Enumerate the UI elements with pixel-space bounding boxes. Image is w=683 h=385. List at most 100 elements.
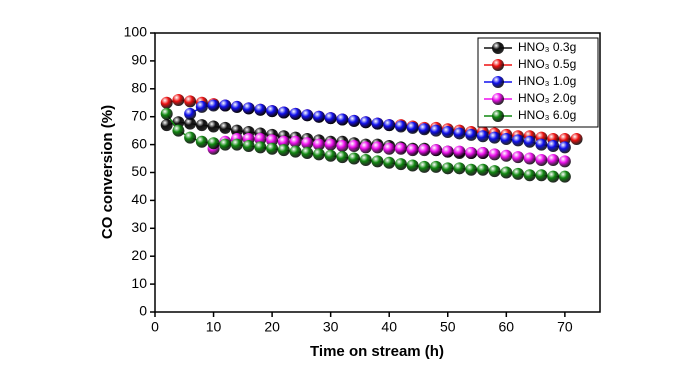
legend-marker bbox=[492, 76, 504, 88]
marker bbox=[488, 131, 501, 144]
marker bbox=[383, 142, 396, 155]
marker bbox=[348, 114, 361, 127]
marker bbox=[324, 112, 337, 125]
marker bbox=[512, 134, 525, 147]
y-tick-label: 0 bbox=[139, 303, 147, 319]
marker bbox=[254, 141, 267, 154]
marker bbox=[523, 152, 536, 165]
marker bbox=[266, 134, 279, 147]
marker bbox=[242, 102, 255, 115]
marker bbox=[430, 144, 443, 157]
marker bbox=[195, 135, 208, 148]
marker bbox=[184, 131, 197, 144]
marker bbox=[535, 169, 548, 182]
marker bbox=[476, 130, 489, 143]
marker bbox=[512, 167, 525, 180]
marker bbox=[430, 160, 443, 173]
marker bbox=[312, 110, 325, 123]
marker bbox=[207, 99, 220, 112]
marker bbox=[558, 133, 571, 146]
x-tick-label: 0 bbox=[151, 319, 159, 335]
legend-label: HNO₃ 2.0g bbox=[518, 91, 576, 105]
marker bbox=[558, 155, 571, 168]
y-tick-label: 70 bbox=[131, 107, 147, 123]
marker bbox=[324, 138, 337, 151]
marker bbox=[371, 155, 384, 168]
y-axis-label: CO conversion (%) bbox=[99, 105, 116, 239]
marker bbox=[289, 107, 302, 120]
marker bbox=[242, 139, 255, 152]
marker bbox=[406, 159, 419, 172]
marker bbox=[500, 166, 513, 179]
marker bbox=[430, 124, 443, 137]
marker bbox=[535, 138, 548, 151]
marker bbox=[383, 119, 396, 132]
marker bbox=[312, 138, 325, 151]
marker bbox=[289, 135, 302, 148]
marker bbox=[160, 96, 173, 109]
marker bbox=[195, 100, 208, 113]
marker bbox=[406, 121, 419, 134]
marker bbox=[172, 93, 185, 106]
marker bbox=[453, 127, 466, 140]
marker bbox=[371, 117, 384, 130]
marker bbox=[547, 153, 560, 166]
marker bbox=[266, 105, 279, 118]
x-tick-label: 20 bbox=[264, 319, 280, 335]
marker bbox=[184, 95, 197, 108]
marker bbox=[441, 145, 454, 158]
marker bbox=[348, 152, 361, 165]
legend-marker bbox=[492, 42, 504, 54]
y-tick-label: 90 bbox=[131, 52, 147, 68]
marker bbox=[570, 133, 583, 146]
marker bbox=[406, 144, 419, 157]
marker bbox=[160, 107, 173, 120]
marker bbox=[336, 139, 349, 152]
marker bbox=[160, 119, 173, 132]
legend-label: HNO₃ 1.0g bbox=[518, 74, 576, 88]
marker bbox=[254, 133, 267, 146]
marker bbox=[547, 170, 560, 183]
x-tick-label: 70 bbox=[557, 319, 573, 335]
y-tick-label: 100 bbox=[124, 24, 148, 40]
marker bbox=[523, 169, 536, 182]
marker bbox=[383, 156, 396, 169]
legend-label: HNO₃ 0.3g bbox=[518, 40, 576, 54]
marker bbox=[500, 149, 513, 162]
marker bbox=[254, 103, 267, 116]
marker bbox=[312, 148, 325, 161]
marker bbox=[301, 109, 314, 122]
y-tick-label: 80 bbox=[131, 80, 147, 96]
marker bbox=[500, 133, 513, 146]
x-tick-label: 60 bbox=[499, 319, 515, 335]
marker bbox=[324, 149, 337, 162]
legend-marker bbox=[492, 93, 504, 105]
marker bbox=[336, 151, 349, 164]
y-tick-label: 50 bbox=[131, 163, 147, 179]
marker bbox=[558, 141, 571, 154]
marker bbox=[184, 107, 197, 120]
marker bbox=[465, 128, 478, 141]
marker bbox=[219, 121, 232, 134]
legend-marker bbox=[492, 110, 504, 122]
marker bbox=[465, 146, 478, 159]
marker bbox=[207, 120, 220, 133]
legend-label: HNO₃ 6.0g bbox=[518, 108, 576, 122]
marker bbox=[418, 144, 431, 157]
marker bbox=[301, 137, 314, 150]
marker bbox=[359, 141, 372, 154]
marker bbox=[441, 126, 454, 139]
marker bbox=[219, 99, 232, 112]
marker bbox=[195, 119, 208, 132]
marker bbox=[230, 100, 243, 113]
marker bbox=[418, 160, 431, 173]
marker bbox=[558, 170, 571, 183]
x-tick-label: 40 bbox=[381, 319, 397, 335]
marker bbox=[184, 117, 197, 130]
marker bbox=[266, 142, 279, 155]
x-axis-label: Time on stream (h) bbox=[310, 343, 444, 360]
marker bbox=[230, 138, 243, 151]
marker bbox=[535, 153, 548, 166]
y-tick-label: 60 bbox=[131, 135, 147, 151]
